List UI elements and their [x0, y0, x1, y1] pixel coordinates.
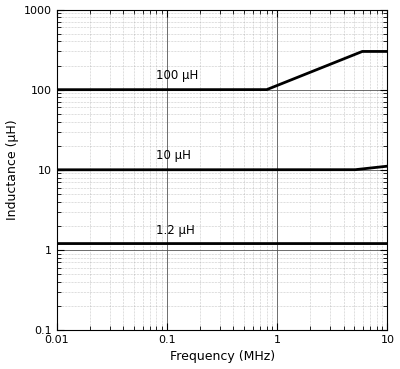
X-axis label: Frequency (MHz): Frequency (MHz) — [170, 351, 275, 363]
Y-axis label: Inductance (μH): Inductance (μH) — [6, 120, 18, 220]
Text: 100 μH: 100 μH — [156, 69, 199, 82]
Text: 10 μH: 10 μH — [156, 149, 191, 162]
Text: 1.2 μH: 1.2 μH — [156, 224, 195, 237]
